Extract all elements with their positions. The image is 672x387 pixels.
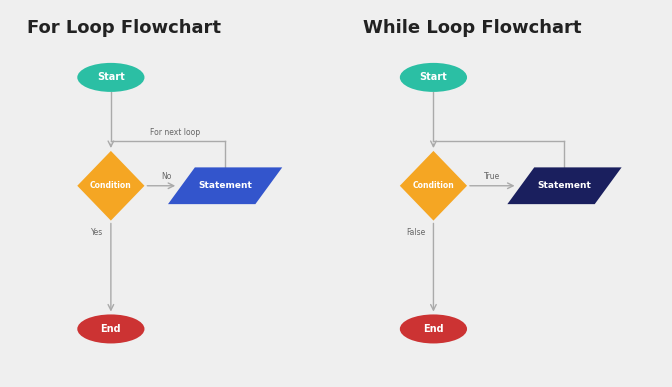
Text: Statement: Statement	[198, 181, 252, 190]
Ellipse shape	[77, 63, 144, 92]
Text: No: No	[161, 172, 171, 181]
Polygon shape	[168, 167, 282, 204]
Polygon shape	[77, 151, 144, 221]
Polygon shape	[507, 167, 622, 204]
Polygon shape	[400, 151, 467, 221]
Text: End: End	[101, 324, 121, 334]
Text: End: End	[423, 324, 444, 334]
Text: Start: Start	[97, 72, 125, 82]
Ellipse shape	[77, 314, 144, 344]
Text: Condition: Condition	[90, 181, 132, 190]
Text: For next loop: For next loop	[150, 128, 200, 137]
Text: True: True	[484, 172, 500, 181]
Text: Start: Start	[419, 72, 448, 82]
Text: False: False	[406, 228, 425, 237]
Ellipse shape	[400, 63, 467, 92]
Text: Condition: Condition	[413, 181, 454, 190]
Text: While Loop Flowchart: While Loop Flowchart	[363, 19, 581, 38]
Ellipse shape	[400, 314, 467, 344]
Text: Yes: Yes	[91, 228, 103, 237]
Text: Statement: Statement	[538, 181, 591, 190]
Text: For Loop Flowchart: For Loop Flowchart	[27, 19, 221, 38]
